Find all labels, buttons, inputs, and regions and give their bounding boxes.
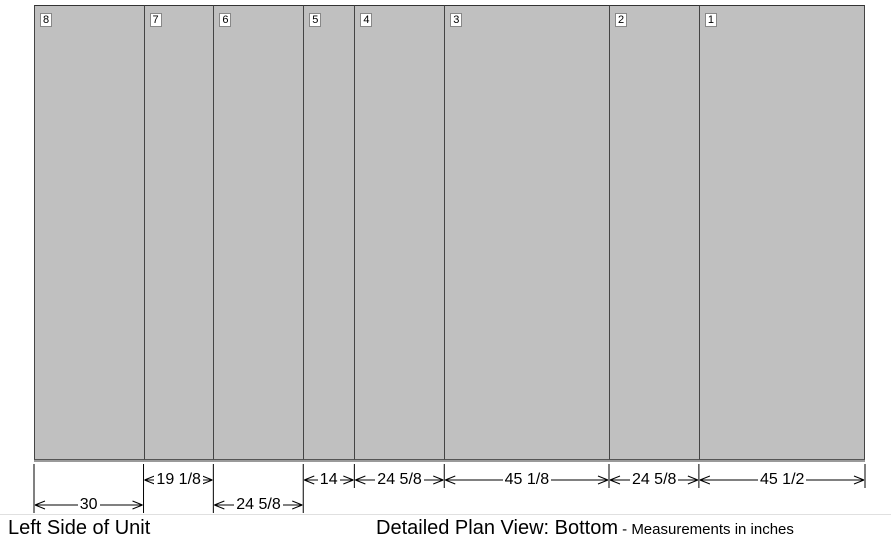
left-side-label: Left Side of Unit [8,517,151,539]
section-number: 6 [219,13,232,27]
arrow-left [144,475,155,485]
units-note: - Measurements in inches [617,521,794,538]
dimension-label: 19 1/8 [154,471,203,489]
dimension-label: 30 [77,496,100,514]
section-panel-4[interactable]: 4 [354,5,445,460]
section-panel-2[interactable]: 2 [608,5,699,460]
view-title: Detailed Plan View: Bottom - Measurement… [376,516,794,542]
section-panel-1[interactable]: 1 [698,5,865,460]
arrow-left [355,475,366,485]
section-number: 3 [450,13,463,27]
section-number: 5 [309,13,322,27]
dimension-label: 24 5/8 [234,496,283,514]
section-number: 2 [614,13,628,27]
dimension-label: 24 5/8 [629,471,679,489]
dimension-label: 14 [317,471,340,489]
section-number: 8 [40,13,53,27]
arrow-left [445,475,456,485]
arrow-right [132,500,143,510]
plan-view-panels: 8 7 6 5 4 3 2 1 [34,5,865,460]
arrow-right [687,475,699,485]
arrow-left [34,500,46,510]
arrow-right [433,475,444,485]
arrow-right [597,475,609,485]
section-panel-7[interactable]: 7 [143,5,214,460]
arrow-right [202,475,213,485]
dimension-lines [33,464,866,513]
view-title-text: Detailed Plan View: Bottom [376,517,618,539]
arrow-left [214,500,225,510]
arrow-left [699,475,711,485]
section-panel-5[interactable]: 5 [303,5,355,460]
floor-line [34,460,865,462]
section-panel-3[interactable]: 3 [444,5,609,460]
arrow-right [292,500,303,510]
dimension-label: 24 5/8 [375,471,424,489]
section-number: 4 [360,13,373,27]
arrow-right [853,475,865,485]
dimension-label: 45 1/8 [502,471,552,489]
footer-divider [0,514,891,515]
dimension-label: 45 1/2 [757,471,807,489]
section-number: 1 [704,13,718,27]
arrow-right [343,475,354,485]
section-number: 7 [149,13,162,27]
section-panel-6[interactable]: 6 [213,5,304,460]
arrow-left [304,475,315,485]
arrow-left [609,475,621,485]
section-panel-8[interactable]: 8 [34,5,144,460]
